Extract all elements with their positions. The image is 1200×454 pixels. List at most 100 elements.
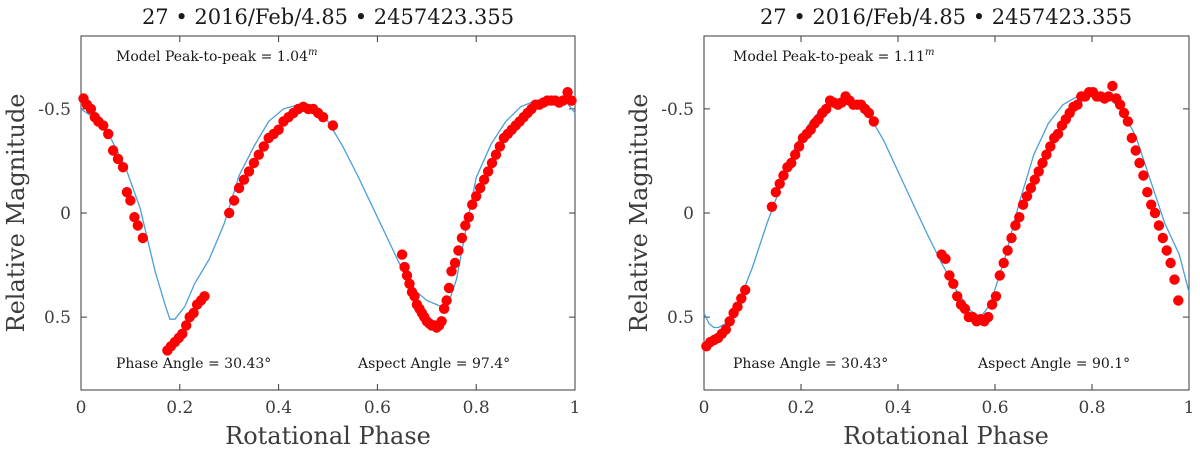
left-data-point	[98, 120, 109, 131]
left-data-point	[177, 328, 188, 339]
left-data-point	[188, 307, 199, 319]
right-model-line-group	[703, 93, 1190, 329]
right-x-tick-label: 0	[699, 398, 710, 418]
left-chart-title: 27 • 2016/Feb/4.85 • 2457423.355	[142, 5, 514, 29]
right-data-point	[990, 291, 1002, 302]
left-x-tick-label: 0.2	[166, 398, 193, 418]
right-y-tick-label: -0.5	[661, 100, 694, 120]
left-data-point	[396, 249, 408, 260]
right-data-point	[732, 301, 743, 312]
left-data-point	[248, 157, 260, 169]
right-data-point	[944, 270, 955, 281]
right-data-point	[1021, 191, 1033, 202]
right-x-tick-label: 0.2	[787, 398, 814, 418]
left-x-tick-label: 0.6	[364, 398, 391, 418]
right-data-point	[952, 291, 963, 302]
left-data-point	[199, 291, 210, 302]
left-data-point	[224, 207, 235, 219]
left-data-point	[467, 199, 478, 210]
left-data-point	[327, 120, 339, 131]
right-data-point	[1165, 257, 1176, 269]
right-data-point	[720, 324, 731, 335]
right-y-tick-label: 0.5	[667, 308, 694, 328]
left-data-point	[228, 195, 240, 206]
right-data-point	[948, 278, 959, 289]
left-x-tick-label: 1	[570, 398, 581, 418]
left-data-point	[273, 124, 284, 135]
right-x-tick-label: 0.4	[884, 398, 911, 418]
right-data-point	[986, 299, 998, 310]
right-data-point	[1014, 212, 1025, 223]
left-data-point	[463, 212, 474, 223]
right-panel: 27 • 2016/Feb/4.85 • 2457423.355 0 0.2 0.4…	[625, 5, 1194, 450]
left-data-point	[456, 232, 468, 244]
right-x-tick-label: 1	[1184, 398, 1195, 418]
right-data-point	[940, 253, 951, 264]
right-y-tick-label: 0	[683, 204, 694, 224]
left-data-point	[121, 187, 133, 198]
left-y-tick-label: 0.5	[44, 308, 71, 328]
right-peak-annotation: Model Peak-to-peak = 1.11m	[733, 47, 934, 65]
right-data-point	[868, 116, 879, 127]
left-data-point	[453, 245, 464, 256]
right-data-point	[1006, 232, 1017, 244]
right-data-point	[998, 257, 1009, 269]
right-data-point	[1045, 141, 1056, 152]
left-data-point	[317, 112, 329, 123]
left-data-point	[181, 320, 192, 331]
left-data-point	[441, 295, 452, 306]
right-x-tick-label: 0.6	[981, 398, 1008, 418]
right-chart-title: 27 • 2016/Feb/4.85 • 2457423.355	[760, 5, 1132, 29]
right-data-point	[1010, 220, 1021, 231]
left-x-axis-label: Rotational Phase	[225, 422, 431, 450]
right-data-point	[740, 284, 751, 296]
right-data-point	[1052, 128, 1064, 140]
right-phase-angle-annotation: Phase Angle = 30.43°	[733, 356, 888, 372]
right-data-point	[1173, 295, 1184, 306]
left-data-point	[443, 282, 455, 294]
right-data-point	[1130, 145, 1141, 156]
right-data-point	[959, 303, 971, 314]
right-data-point	[736, 293, 747, 304]
left-peak-annotation: Model Peak-to-peak = 1.04m	[116, 47, 317, 65]
left-data-point	[238, 174, 250, 185]
left-data-point	[129, 212, 140, 223]
right-data-point	[1017, 199, 1029, 210]
right-data-point	[1025, 182, 1037, 194]
left-data-point	[112, 153, 124, 165]
right-data-point	[770, 187, 781, 198]
left-y-tick-label: -0.5	[38, 100, 71, 120]
left-data-point	[478, 174, 490, 185]
left-x-tick-label: 0	[76, 398, 87, 418]
right-axis-ticks: 0 0.2 0.4 0.6 0.8 1 -0.5 0 0.5	[661, 36, 1194, 418]
left-data-point	[399, 261, 410, 273]
left-panel: 27 • 2016/Feb/4.85 • 2457423.355 0 0.2 0.4…	[2, 5, 580, 450]
right-data-point	[1118, 107, 1130, 119]
right-data-point	[1126, 132, 1138, 144]
right-data-point	[1037, 157, 1048, 169]
right-observation-points	[701, 80, 1184, 352]
left-data-point	[253, 149, 264, 160]
right-data-point	[1169, 274, 1180, 285]
left-data-point	[125, 195, 136, 206]
right-data-point	[1033, 166, 1044, 177]
right-data-point	[1153, 220, 1165, 231]
left-data-point	[482, 166, 494, 177]
left-phase-angle-annotation: Phase Angle = 30.43°	[116, 356, 271, 372]
right-data-point	[1072, 99, 1083, 110]
left-aspect-angle-annotation: Aspect Angle = 97.4°	[357, 356, 510, 372]
right-data-point	[1138, 170, 1149, 181]
right-data-point	[1142, 187, 1153, 198]
left-data-point	[103, 128, 114, 140]
right-data-point	[790, 149, 801, 160]
left-data-point	[449, 257, 461, 269]
right-data-point	[1107, 80, 1118, 92]
left-observation-points	[78, 87, 577, 356]
left-model-line-group	[80, 97, 576, 320]
right-data-point	[1041, 149, 1052, 160]
left-data-point	[117, 162, 129, 173]
left-y-axis-label: Relative Magnitude	[2, 93, 30, 332]
right-data-point	[724, 316, 735, 327]
right-data-point	[1146, 199, 1157, 210]
